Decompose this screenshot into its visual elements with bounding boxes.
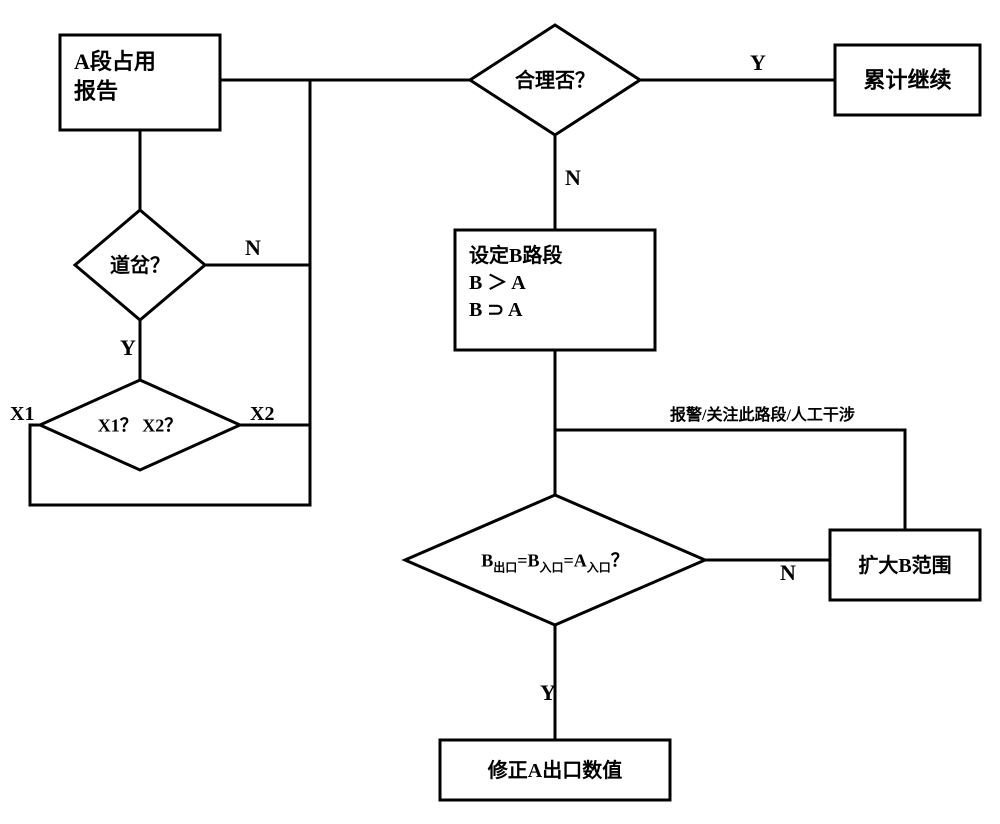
flow-label-l_n3: N (780, 560, 796, 585)
flow-label-l_x2: X2 (250, 403, 274, 425)
svg-text:报告: 报告 (74, 79, 118, 104)
svg-text:设定B路段: 设定B路段 (469, 243, 562, 267)
flow-node-n9_fix: 修正A出口数值 (440, 740, 670, 800)
svg-text:修正A出口数值: 修正A出口数值 (487, 758, 622, 782)
flow-node-n2_reasonable: 合理否？ (470, 25, 640, 135)
flow-node-n8_expand: 扩大B范围 (830, 530, 980, 600)
svg-text:道岔？: 道岔？ (110, 253, 170, 277)
flow-edge (555, 430, 905, 530)
flow-node-n1_report: A段占用报告 (60, 35, 220, 130)
flow-label-l_n1: N (565, 165, 581, 190)
flow-node-n5_x1x2: X1？ X2？ (40, 380, 240, 470)
flow-label-l_y3: Y (540, 680, 556, 705)
flow-node-n4_switch: 道岔？ (75, 210, 205, 320)
svg-text:累计继续: 累计继续 (863, 68, 951, 93)
svg-text:B ⊃ A: B ⊃ A (469, 299, 523, 321)
flow-node-n6_setb: 设定B路段 B ＞ A B ⊃ A (455, 230, 655, 350)
svg-text:X1？ X2？: X1？ X2？ (98, 415, 183, 435)
flow-node-n7_bcheck: B出口=B入口=A入口？ (405, 495, 705, 625)
svg-text:扩大B范围: 扩大B范围 (858, 553, 951, 577)
flow-label-l_alarm: 报警/关注此路段/人工干涉 (670, 405, 855, 424)
svg-text:A段占用: A段占用 (74, 49, 156, 74)
flow-label-l_x1: X1 (10, 403, 34, 425)
flow-node-n3_continue: 累计继续 (835, 45, 980, 115)
svg-text:B ＞ A: B ＞ A (469, 272, 526, 294)
svg-text:合理否？: 合理否？ (515, 68, 595, 92)
flow-label-l_y2: Y (120, 335, 136, 360)
flow-label-l_y1: Y (750, 50, 766, 75)
flow-label-l_n2: N (245, 235, 261, 260)
